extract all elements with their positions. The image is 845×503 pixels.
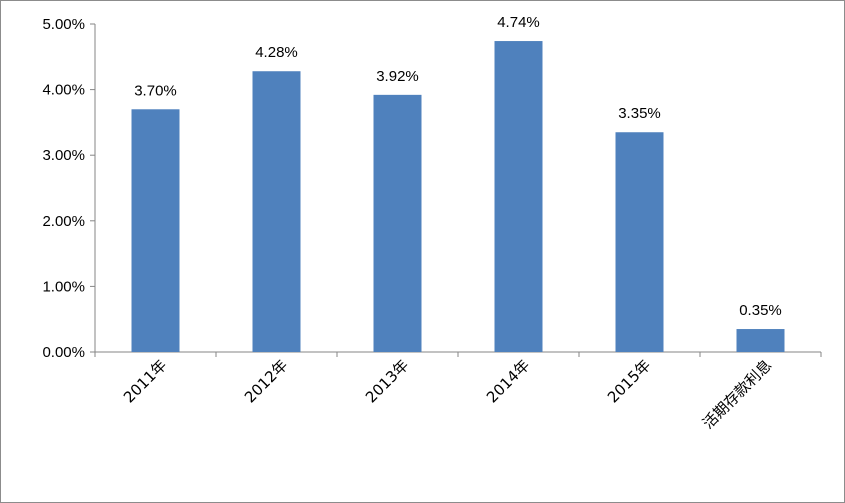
y-tick-label: 0.00% xyxy=(42,344,85,361)
chart-axes: 0.00% 1.00% 2.00% 3.00% 4.00% 5.00% xyxy=(42,16,822,361)
data-label: 3.92% xyxy=(376,68,419,85)
data-label: 4.74% xyxy=(497,14,540,31)
y-tick-label: 4.00% xyxy=(42,82,85,99)
chart-labels: 3.70% 2011年 4.28% 2012年 3.92% 2013年 4.74% 2014年… xyxy=(120,14,782,432)
bar xyxy=(373,94,422,353)
x-tick-label: 2011年 xyxy=(120,356,170,406)
x-tick-label: 2014年 xyxy=(483,356,533,406)
data-label: 4.28% xyxy=(255,44,298,61)
bar xyxy=(131,109,180,352)
chart-bars xyxy=(131,41,785,353)
bar xyxy=(615,132,664,352)
data-label: 0.35% xyxy=(739,302,782,319)
data-label: 3.35% xyxy=(618,105,661,122)
bar xyxy=(494,41,543,352)
x-tick-label: 活期存款利息 xyxy=(699,356,775,432)
bar xyxy=(736,329,785,352)
y-tick-label: 1.00% xyxy=(42,278,85,295)
bar xyxy=(252,71,301,353)
data-label: 3.70% xyxy=(134,82,177,99)
x-tick-label: 2012年 xyxy=(241,356,291,406)
y-tick-label: 3.00% xyxy=(42,147,85,164)
y-tick-label: 2.00% xyxy=(42,213,85,230)
y-tick-label: 5.00% xyxy=(42,16,85,33)
x-tick-label: 2015年 xyxy=(604,356,654,406)
x-tick-label: 2013年 xyxy=(362,356,412,406)
